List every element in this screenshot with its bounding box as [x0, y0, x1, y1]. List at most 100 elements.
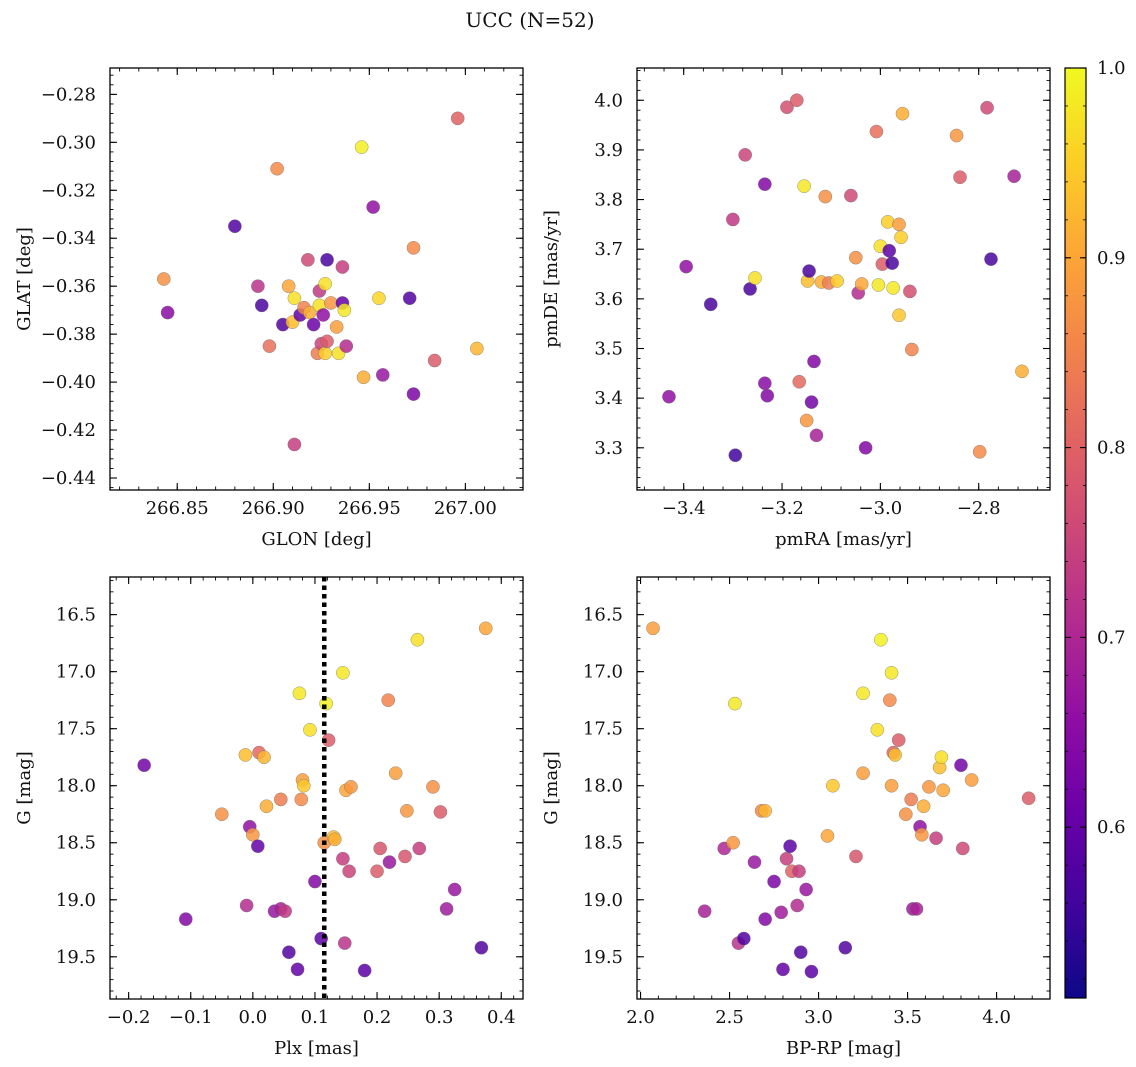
data-point — [1007, 169, 1021, 184]
data-point — [262, 339, 277, 353]
data-point — [301, 252, 315, 267]
colorbar-gradient — [1064, 67, 1087, 999]
data-point — [337, 936, 352, 950]
axes-frame — [109, 576, 524, 1000]
data-point — [354, 140, 369, 154]
data-point — [748, 271, 762, 285]
data-point — [406, 387, 421, 401]
data-point — [156, 272, 171, 286]
y-tick-label: 3.8 — [594, 190, 623, 211]
x-tick-label: −3.2 — [760, 498, 804, 519]
data-point — [894, 230, 908, 245]
y-tick-label: 3.5 — [594, 339, 623, 360]
data-point — [844, 188, 858, 203]
data-point — [433, 805, 448, 819]
data-point — [758, 912, 773, 927]
data-point — [882, 693, 897, 708]
data-point — [760, 388, 775, 403]
panel-plx-g: −0.2 −0.1 0.0 0.1 0.2 0.3 0.4 16.5 17.0 17.5 18.0 1… — [14, 576, 524, 1059]
figure-title: UCC (N=52) — [465, 8, 594, 32]
x-tick-label: 267.00 — [434, 498, 497, 519]
data-point — [790, 898, 805, 913]
data-point — [160, 305, 175, 320]
data-point — [807, 354, 821, 369]
y-axis-label: G [mag] — [14, 751, 35, 824]
data-point — [296, 778, 311, 793]
data-point — [366, 200, 381, 214]
data-point — [779, 851, 794, 866]
axes-frame — [636, 576, 1051, 1000]
data-point — [697, 904, 712, 919]
y-tick-label: −0.40 — [41, 372, 96, 393]
data-point — [886, 281, 901, 295]
data-point — [838, 940, 853, 955]
data-point — [320, 334, 334, 349]
data-point — [412, 841, 427, 856]
data-point — [292, 686, 307, 701]
y-axis-label: GLAT [deg] — [14, 227, 35, 331]
data-point — [450, 111, 465, 126]
data-point — [774, 905, 789, 920]
x-tick-label: 266.95 — [338, 498, 401, 519]
data-point — [738, 148, 753, 162]
y-tick-label: 18.5 — [583, 833, 623, 854]
data-point — [679, 259, 694, 274]
y-tick-label: −0.42 — [41, 420, 96, 441]
data-point — [410, 632, 425, 647]
data-point — [856, 766, 870, 781]
x-tick-label: 2.0 — [626, 1007, 655, 1028]
data-point — [830, 274, 844, 288]
data-point — [372, 291, 386, 306]
data-point — [270, 161, 284, 176]
data-point — [259, 799, 274, 814]
data-point — [964, 773, 979, 787]
data-point — [324, 296, 338, 310]
data-point — [245, 827, 260, 842]
data-point — [903, 284, 917, 299]
data-point — [856, 686, 870, 701]
x-tick-label: −0.1 — [169, 1007, 213, 1028]
y-tick-label: 18.5 — [56, 833, 96, 854]
y-tick-label: −0.28 — [41, 84, 96, 105]
data-point — [290, 962, 305, 977]
data-point — [281, 279, 296, 294]
y-tick-label: −0.32 — [41, 180, 96, 201]
y-tick-label: −0.36 — [41, 276, 96, 297]
data-point — [818, 189, 833, 204]
data-point — [254, 298, 269, 313]
data-point — [972, 444, 987, 459]
data-point — [891, 733, 906, 747]
y-tick-label: 16.5 — [583, 605, 623, 626]
data-point — [892, 217, 906, 232]
x-axis-label: pmRA [mas/yr] — [775, 529, 912, 550]
data-point — [783, 839, 797, 854]
data-point — [895, 106, 910, 121]
x-tick-label: 0.4 — [487, 1007, 516, 1028]
data-point — [382, 855, 397, 869]
data-point — [848, 250, 863, 265]
data-point — [287, 291, 302, 306]
data-point — [400, 803, 414, 818]
data-point — [228, 219, 242, 234]
axes-frame — [109, 67, 524, 491]
data-point — [728, 448, 743, 463]
data-point — [757, 177, 772, 192]
data-point — [308, 874, 322, 889]
data-point — [294, 792, 309, 807]
x-tick-label: 0.3 — [425, 1007, 454, 1028]
data-point — [1021, 791, 1036, 806]
panel-pmra-pmde: −3.4 −3.2 −3.0 −2.8 3.3 3.4 3.5 3.6 3.7 3.8 3.9 4.0… — [541, 67, 1051, 550]
data-point — [478, 621, 493, 636]
data-point — [336, 851, 350, 866]
data-point — [342, 864, 356, 879]
y-tick-label: 3.3 — [594, 438, 623, 459]
data-point — [797, 179, 812, 194]
data-point — [757, 376, 772, 391]
data-point — [780, 100, 794, 115]
data-point — [922, 780, 936, 794]
data-point — [137, 758, 152, 773]
panel-bprp-g: 2.0 2.5 3.0 3.5 4.0 16.5 17.0 17.5 18.0 18.5 19.0 1… — [541, 576, 1051, 1059]
data-point — [758, 803, 773, 818]
data-point — [799, 413, 814, 428]
x-axis-label: Plx [mas] — [274, 1038, 359, 1059]
